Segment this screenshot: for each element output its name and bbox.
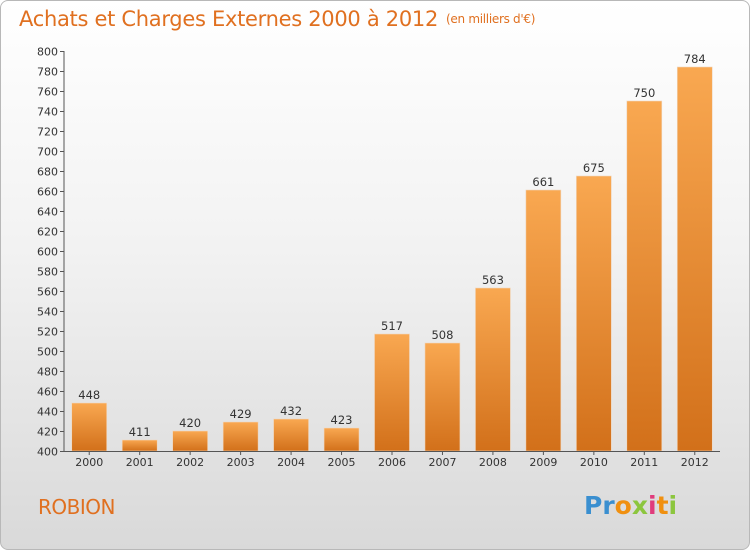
data-label: 432 [280,404,302,418]
y-tick-label: 780 [37,66,58,79]
y-tick-label: 660 [37,186,58,199]
y-tick-label: 760 [37,86,58,99]
y-tick-label: 620 [37,226,58,239]
data-label: 448 [78,388,100,402]
data-label: 420 [179,416,201,430]
bar [121,439,158,452]
x-tick-label: 2002 [176,456,204,469]
bar [323,427,360,452]
data-label: 429 [230,407,252,421]
y-tick-label: 580 [37,266,58,279]
y-tick-label: 560 [37,286,58,299]
bar [576,175,612,452]
x-tick-label: 2006 [378,456,406,469]
y-tick-label: 740 [37,106,58,119]
bar [626,100,663,452]
x-tick-label: 2009 [529,456,557,469]
x-tick-label: 2001 [126,456,154,469]
data-label: 517 [381,319,403,333]
logo-part-3: x [631,491,648,520]
place-name: ROBION [38,495,115,519]
logo-part-2: o [614,491,632,520]
bar [172,430,208,452]
y-tick-label: 540 [37,306,58,319]
y-tick-label: 800 [37,46,58,59]
y-tick-label: 520 [37,326,58,339]
logo-part-1: Pr [584,491,615,520]
y-tick-label: 400 [37,446,58,459]
data-label: 750 [633,86,655,100]
bar [374,333,410,452]
chart-title-text: Achats et Charges Externes 2000 à 2012 [19,7,439,31]
logo-part-4: i [647,491,657,520]
y-tick-label: 460 [37,386,58,399]
logo-part-5: t [656,491,669,520]
y-tick-label: 480 [37,366,58,379]
y-tick-label: 500 [37,346,58,359]
x-tick-label: 2010 [580,456,608,469]
bar [525,189,562,452]
y-tick-label: 420 [37,426,58,439]
y-tick-label: 700 [37,146,58,159]
x-tick-label: 2004 [277,456,305,469]
x-tick-label: 2005 [328,456,356,469]
x-tick-label: 2003 [227,456,255,469]
y-tick-label: 720 [37,126,58,139]
bar [424,342,461,452]
data-label: 661 [532,175,554,189]
chart-unit: (en milliers d'€) [446,12,536,26]
data-label: 508 [431,328,453,342]
bar [71,402,108,452]
bar [475,287,511,452]
data-label: 411 [129,425,151,439]
x-tick-label: 2007 [428,456,456,469]
data-label: 784 [684,52,706,66]
x-tick-label: 2000 [75,456,103,469]
y-tick-label: 640 [37,206,58,219]
chart-title: Achats et Charges Externes 2000 à 2012 (e… [19,7,535,31]
x-tick-label: 2008 [479,456,507,469]
proxiti-logo[interactable]: Proxiti [584,491,677,520]
x-tick-label: 2011 [630,456,658,469]
y-tick-label: 600 [37,246,58,259]
y-tick-label: 680 [37,166,58,179]
data-label: 675 [583,161,605,175]
data-label: 563 [482,273,504,287]
data-label: 423 [331,413,353,427]
bar [273,418,309,452]
bar [676,66,713,452]
y-tick-label: 440 [37,406,58,419]
bar [222,421,259,452]
logo-part-6: i [668,491,678,520]
x-tick-label: 2012 [681,456,709,469]
